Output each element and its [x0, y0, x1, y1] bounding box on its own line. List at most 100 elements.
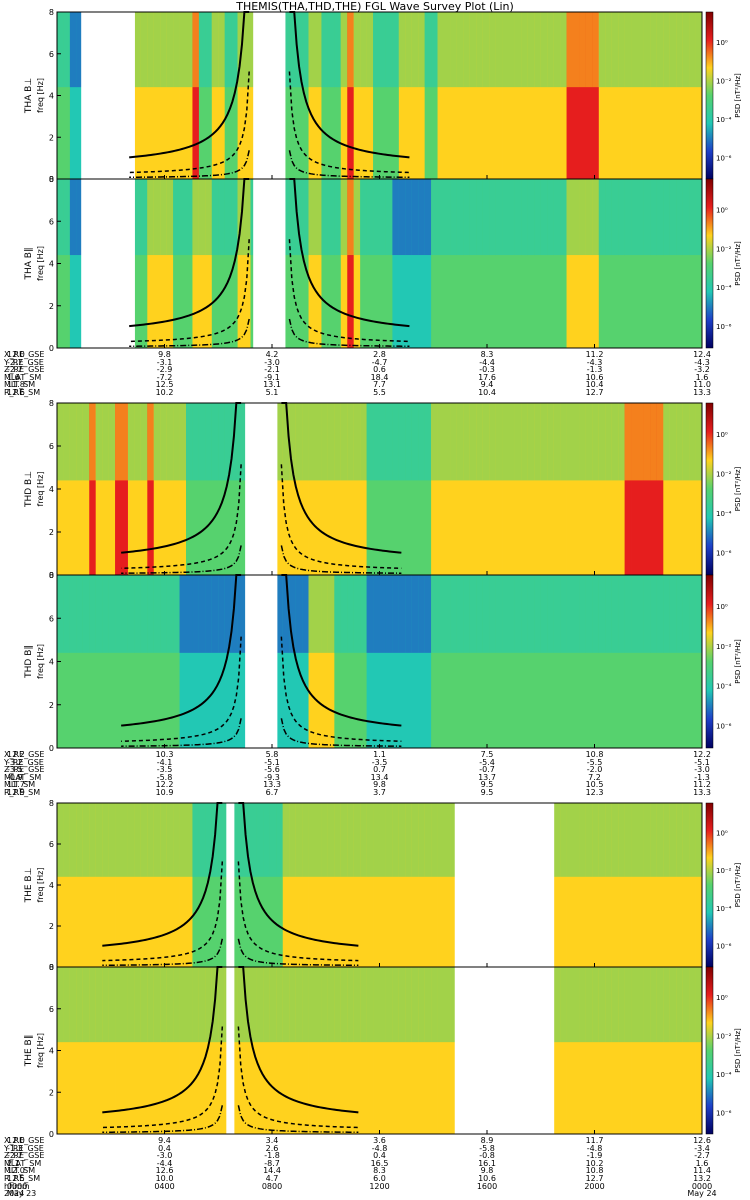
spectrum-column-upper	[334, 12, 342, 88]
spectrum-column	[173, 967, 180, 1134]
ephemeris-value: 12.7	[585, 1174, 604, 1183]
spectrum-column-upper	[147, 803, 155, 877]
ephemeris-value: 13.2	[693, 1174, 711, 1183]
spectrum-column-upper	[663, 12, 671, 88]
spectrum-column-upper	[147, 12, 155, 88]
spectrum-column	[231, 575, 238, 748]
ephemeris-value: 6.0	[373, 1174, 386, 1183]
spectrum-column-upper	[121, 967, 129, 1043]
gyrofrequency-curve-left	[129, 71, 250, 174]
spectrum-column-upper	[540, 403, 548, 481]
spectrum-column	[334, 179, 342, 348]
spectrum-column	[340, 575, 348, 748]
ephemeris-value: 11.2	[585, 350, 604, 359]
spectrum-column	[95, 575, 103, 748]
spectrum-column	[69, 12, 77, 179]
spectrum-column-upper	[69, 967, 77, 1043]
spectrum-column-upper	[463, 12, 471, 88]
spectrum-column	[637, 403, 645, 575]
colorbar-tick-label: 10⁰	[716, 39, 728, 47]
freq-axis-label: freq [Hz]	[36, 644, 45, 679]
spectrum-column-upper	[57, 967, 64, 1043]
spectrum-column	[624, 179, 632, 348]
spectrum-column	[282, 179, 290, 348]
ephemeris-value: 9.8	[158, 350, 171, 359]
spectrum-column	[115, 575, 122, 748]
spectrum-column-upper	[334, 403, 342, 481]
spectrum-column-upper	[69, 179, 77, 256]
spectrum-column-upper	[676, 403, 684, 481]
spectrum-column-upper	[695, 12, 703, 88]
spectrum-column	[695, 967, 703, 1134]
spectrum-column-upper	[618, 803, 625, 877]
spectrum-column-upper	[379, 403, 387, 481]
ephemeris-value: 11.8	[7, 380, 25, 390]
spectrum-column-upper	[134, 967, 142, 1043]
ephemeris-value: -5.5	[586, 757, 603, 767]
spectrum-column	[231, 803, 238, 967]
spectrum-column	[553, 967, 561, 1134]
spectrum-column	[224, 12, 232, 179]
ephemeris-label: hhmm	[4, 1181, 30, 1191]
spectrum-column	[618, 967, 625, 1134]
ephemeris-value: 14.4	[263, 1166, 281, 1176]
spectrum-column	[579, 967, 587, 1134]
spectrum-column	[450, 403, 458, 575]
ephemeris-value: -3.5	[156, 765, 173, 775]
spectrum-column	[682, 403, 690, 575]
spectrum-column	[392, 575, 400, 748]
spectrum-column-upper	[650, 803, 658, 877]
spectrum-column-upper	[444, 12, 451, 88]
spectrum-column	[476, 12, 484, 179]
spectrum-column-upper	[566, 403, 574, 481]
spectrum-column	[611, 803, 619, 967]
spectrum-column	[469, 179, 477, 348]
spectrum-column	[224, 403, 232, 575]
spectrum-column-upper	[379, 12, 387, 88]
spectrum-column	[134, 403, 142, 575]
spectrum-column	[411, 179, 419, 348]
spectrum-column	[76, 575, 84, 748]
spectrum-column-upper	[289, 12, 297, 88]
ephemeris-value: -5.1	[264, 757, 280, 767]
gyrofrequency-curve-right	[280, 636, 402, 743]
spectrum-column	[689, 575, 696, 748]
spectrum-column	[282, 403, 290, 575]
spectrum-column-upper	[676, 967, 684, 1043]
spectrum-column-upper	[695, 803, 703, 877]
panel-label: THE B∥	[24, 1035, 34, 1068]
gyrofrequency-curve-left	[102, 938, 224, 967]
spectrum-column-upper	[573, 403, 580, 481]
spectrum-column-upper	[450, 179, 458, 256]
spectrum-column	[495, 403, 503, 575]
colorbar-tick-label: 10⁻⁶	[716, 943, 732, 951]
spectrum-column-upper	[379, 803, 387, 877]
spectrum-column-upper	[134, 803, 142, 877]
spectrum-column-upper	[560, 179, 567, 256]
spectrum-column	[585, 403, 593, 575]
spectrum-column	[218, 575, 226, 748]
spectrum-column	[669, 403, 677, 575]
ephemeris-value: 13.4	[370, 772, 389, 782]
spectrum-column	[650, 179, 658, 348]
spectrum-column-upper	[392, 803, 400, 877]
spectrum-column	[366, 179, 374, 348]
colorbar-tick-label: 10⁻²	[716, 77, 732, 85]
spectrum-column-upper	[650, 575, 658, 653]
spectrum-column	[663, 803, 671, 967]
ephemeris-value: -7.2	[156, 372, 173, 382]
spectrum-column	[115, 967, 122, 1134]
spectrum-column-upper	[547, 12, 555, 88]
spectrum-column-upper	[637, 403, 645, 481]
spectrum-column	[450, 12, 458, 179]
spectrum-column-upper	[444, 575, 451, 653]
spectrum-column-upper	[385, 179, 393, 256]
spectrum-column-upper	[224, 403, 232, 481]
spectrum-column	[592, 967, 600, 1134]
spectrum-column	[476, 179, 484, 348]
spectrum-column	[89, 803, 97, 967]
spectrum-column-upper	[334, 575, 342, 653]
spectrum-column	[540, 12, 548, 179]
spectrum-column-upper	[63, 12, 71, 88]
spectrum-column-upper	[624, 179, 632, 256]
